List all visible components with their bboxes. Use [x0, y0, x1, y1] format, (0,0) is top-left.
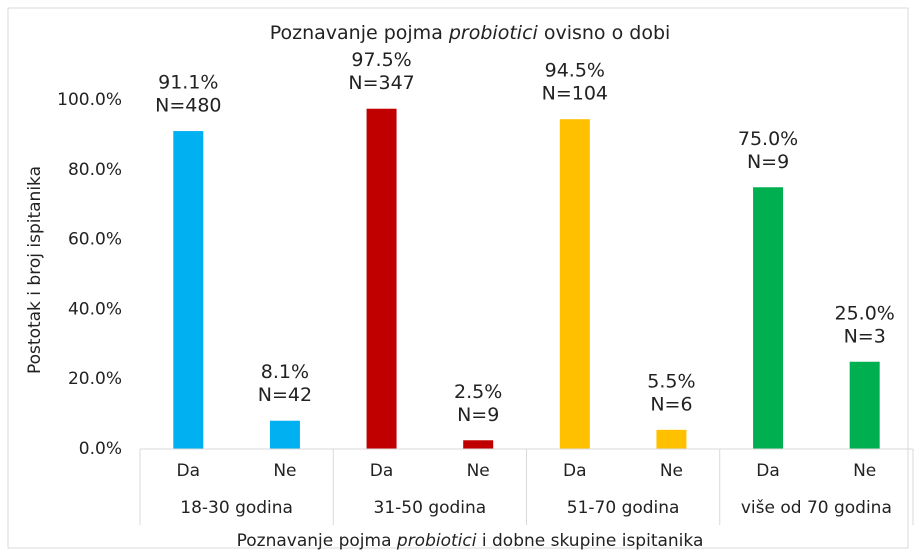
bar: [559, 119, 590, 449]
count-label: N=9: [457, 404, 499, 426]
y-tick-label: 0.0%: [79, 439, 122, 459]
x-tick-label: Da: [177, 461, 201, 481]
x-axis-title: Poznavanje pojma probiotici i dobne skup…: [237, 531, 704, 551]
y-tick-label: 20.0%: [68, 369, 122, 389]
title-part: ovisno o dobi: [538, 22, 670, 44]
count-label: N=104: [542, 83, 608, 105]
y-tick-label: 80.0%: [68, 160, 122, 180]
x-tick-label: Ne: [853, 461, 876, 481]
x-tick-label: Ne: [660, 461, 683, 481]
bar: [269, 420, 300, 449]
count-label: N=3: [844, 325, 886, 347]
data-label: 97.5%: [351, 49, 411, 71]
bar: [849, 361, 880, 449]
data-label: 25.0%: [835, 302, 895, 324]
xlabel-part: Poznavanje pojma: [237, 531, 397, 551]
title-part: Poznavanje pojma: [270, 22, 449, 44]
count-label: N=6: [650, 393, 692, 415]
bar: [366, 108, 397, 449]
chart-title: Poznavanje pojma probiotici ovisno o dob…: [270, 22, 671, 44]
bar: [463, 440, 494, 449]
y-axis-title: Postotak i broj ispitanika: [25, 166, 45, 374]
group-label: 18-30 godina: [180, 498, 293, 518]
x-tick-label: Da: [370, 461, 394, 481]
group-label: 31-50 godina: [374, 498, 487, 518]
count-label: N=9: [747, 151, 789, 173]
count-label: N=480: [155, 95, 221, 117]
bar: [173, 131, 204, 449]
group-label: 51-70 godina: [567, 498, 680, 518]
xlabel-part: i dobne skupine ispitanika: [476, 531, 703, 551]
x-tick-label: Ne: [273, 461, 296, 481]
y-tick-label: 100.0%: [57, 90, 122, 110]
data-label: 75.0%: [738, 128, 798, 150]
y-tick-label: 60.0%: [68, 230, 122, 250]
count-label: N=347: [348, 72, 414, 94]
data-label: 91.1%: [158, 72, 218, 94]
group-label: više od 70 godina: [741, 498, 892, 518]
title-part: probiotici: [448, 22, 539, 44]
x-tick-label: Da: [563, 461, 587, 481]
bar: [753, 187, 784, 449]
x-tick-label: Da: [756, 461, 780, 481]
xlabel-part: probiotici: [396, 531, 477, 551]
bar: [656, 429, 687, 449]
y-tick-label: 40.0%: [68, 299, 122, 319]
data-label: 5.5%: [647, 370, 695, 392]
data-label: 8.1%: [261, 361, 309, 383]
data-label: 2.5%: [454, 381, 502, 403]
data-label: 94.5%: [545, 60, 605, 82]
count-label: N=42: [258, 384, 312, 406]
x-tick-label: Ne: [467, 461, 490, 481]
